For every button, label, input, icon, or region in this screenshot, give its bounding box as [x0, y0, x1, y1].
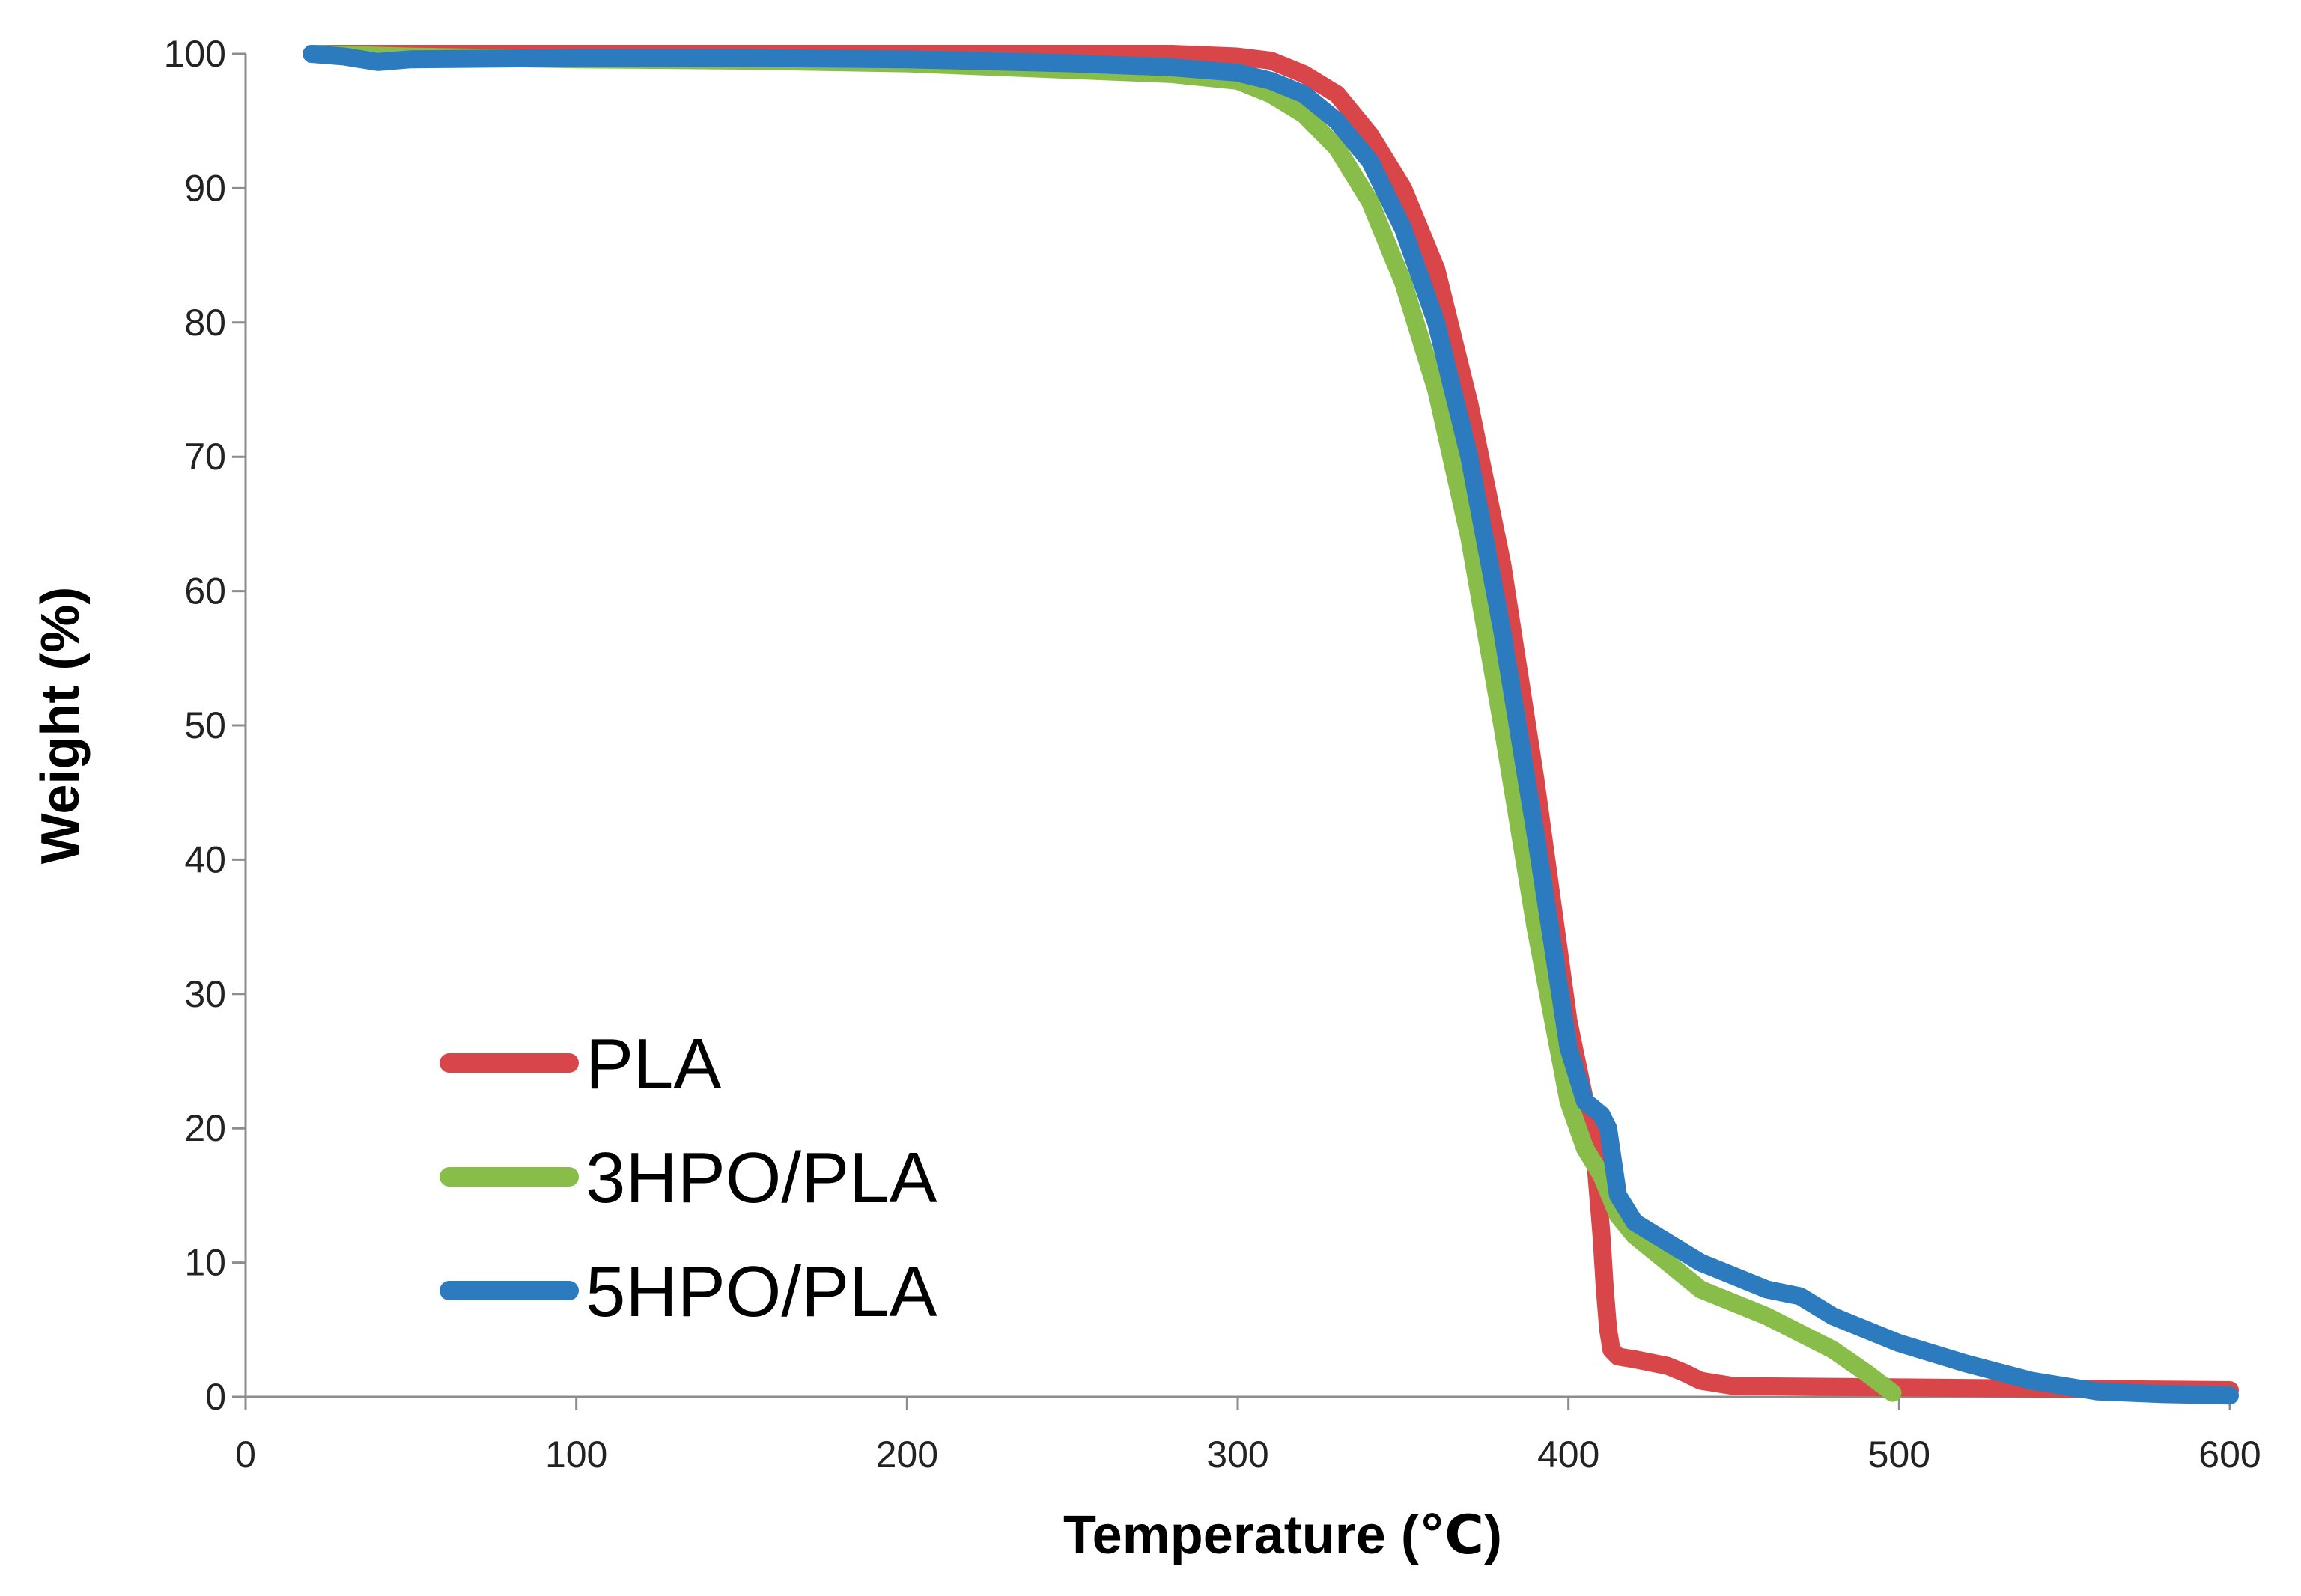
y-tick-label: 40 [184, 838, 226, 880]
tick-group: 0 10 20 30 40 50 60 70 80 90 100 0 100 200 300 400 500 60… [164, 33, 2261, 1475]
x-tick-label: 100 [545, 1434, 607, 1475]
series-line-5hpo-pla [303, 45, 2239, 1405]
y-tick-label: 0 [205, 1376, 226, 1418]
y-tick-label: 50 [184, 704, 226, 746]
y-tick-label: 80 [184, 302, 226, 344]
legend: PLA 3HPO/PLA 5HPO/PLA [440, 1024, 937, 1332]
series-group [303, 45, 2239, 1405]
y-tick-label: 90 [184, 167, 226, 209]
x-tick-label: 0 [235, 1434, 256, 1475]
series-line-3hpo-pla [303, 45, 1902, 1402]
axes [244, 54, 2230, 1398]
y-axis-title: Weight (%) [31, 587, 91, 865]
y-tick-label: 10 [184, 1242, 226, 1284]
y-tick-label: 30 [184, 973, 226, 1015]
x-tick-label: 300 [1206, 1434, 1268, 1475]
x-tick-label: 200 [876, 1434, 938, 1475]
legend-label-3hpo-pla: 3HPO/PLA [586, 1138, 937, 1218]
legend-label-5hpo-pla: 5HPO/PLA [586, 1252, 937, 1332]
y-tick-label: 20 [184, 1107, 226, 1149]
x-tick-label: 500 [1868, 1434, 1930, 1475]
y-tick-label: 70 [184, 436, 226, 478]
y-tick-label: 100 [164, 33, 226, 75]
x-axis-title: Temperature (℃) [1063, 1505, 1502, 1565]
x-tick-label: 400 [1537, 1434, 1599, 1475]
y-tick-label: 60 [184, 570, 226, 612]
x-tick-label: 600 [2198, 1434, 2261, 1475]
legend-label-pla: PLA [586, 1024, 721, 1104]
